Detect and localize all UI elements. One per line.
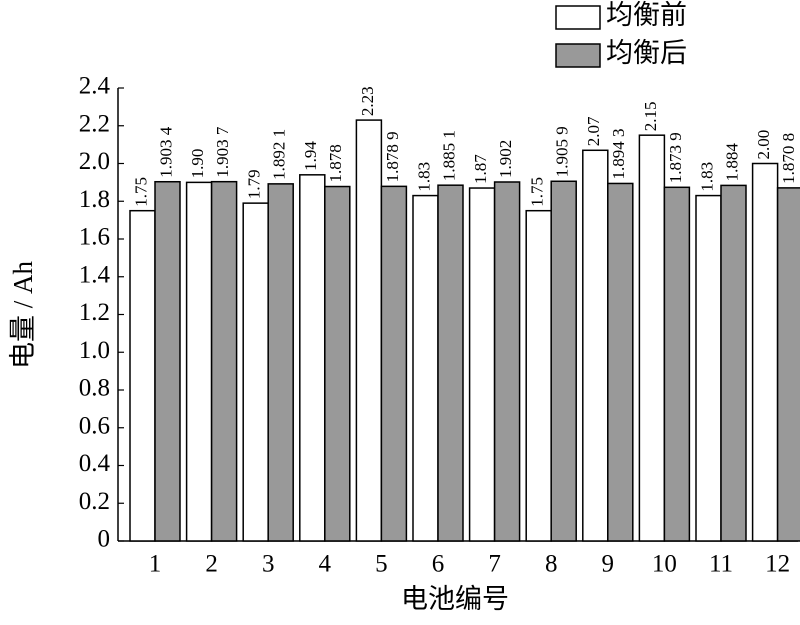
legend-label: 均衡后 — [606, 38, 687, 68]
x-tick-label: 8 — [545, 551, 558, 578]
bar — [638, 134, 666, 542]
x-tick-label: 11 — [709, 551, 733, 578]
bar — [582, 149, 609, 542]
value-label: 1.83 — [414, 162, 433, 192]
value-label: 1.94 — [301, 141, 320, 171]
y-tick-label: 2.0 — [79, 148, 110, 175]
bar — [607, 182, 634, 542]
y-tick-label: 0.8 — [79, 375, 110, 402]
bar — [299, 174, 326, 542]
value-label: 1.873 9 — [666, 132, 685, 183]
bar — [380, 185, 408, 542]
bar — [324, 185, 351, 542]
x-tick-label: 2 — [205, 551, 218, 578]
value-label: 2.07 — [584, 116, 603, 146]
bar — [437, 184, 464, 542]
value-label: 1.884 — [722, 143, 741, 182]
y-tick-label: 0.2 — [79, 488, 110, 515]
y-tick-label: 1.0 — [79, 337, 110, 364]
bar — [550, 180, 577, 542]
y-axis-title: 电量 / Ah — [8, 261, 38, 369]
bar — [776, 187, 800, 542]
value-label: 1.894 3 — [609, 128, 628, 179]
x-tick-label: 6 — [432, 551, 445, 578]
value-label: 1.75 — [131, 177, 150, 207]
value-label: 1.903 4 — [156, 126, 175, 178]
x-tick-label: 10 — [652, 551, 677, 578]
x-tick-label: 1 — [149, 551, 162, 578]
legend-label: 均衡前 — [606, 0, 687, 30]
bar — [412, 194, 439, 542]
x-tick-label: 5 — [375, 551, 388, 578]
y-tick-label: 1.2 — [79, 299, 110, 326]
y-tick-label: 2.2 — [79, 110, 110, 137]
y-tick-label: 1.8 — [79, 186, 110, 213]
value-label: 1.878 — [326, 144, 345, 182]
value-label: 2.15 — [641, 101, 660, 131]
bar — [468, 187, 496, 542]
bar — [154, 180, 181, 542]
y-tick-label: 0.4 — [79, 450, 111, 477]
legend-swatch — [555, 5, 601, 30]
bar — [695, 194, 722, 542]
bar — [720, 184, 747, 542]
value-label: 1.905 9 — [553, 126, 572, 177]
y-tick-label: 0 — [98, 526, 111, 553]
legend-swatch — [555, 43, 601, 68]
y-tick-label: 1.6 — [79, 224, 110, 251]
value-label: 1.83 — [697, 162, 716, 192]
x-tick-label: 9 — [602, 551, 615, 578]
x-tick-label: 4 — [319, 551, 332, 578]
y-tick-label: 2.4 — [79, 73, 111, 100]
bar — [210, 180, 238, 542]
bar — [525, 209, 552, 542]
x-tick-label: 3 — [262, 551, 275, 578]
y-tick-label: 1.4 — [79, 261, 111, 288]
value-label: 2.00 — [754, 130, 773, 160]
value-label: 1.79 — [245, 169, 264, 199]
bar — [242, 202, 269, 542]
value-label: 2.23 — [358, 86, 377, 116]
bar — [663, 186, 691, 542]
value-label: 1.902 — [496, 140, 515, 178]
value-label: 1.885 1 — [439, 130, 458, 181]
bar — [355, 119, 383, 542]
x-tick-label: 12 — [765, 551, 790, 578]
y-tick-label: 0.6 — [79, 412, 110, 439]
value-label: 1.870 8 — [779, 133, 798, 184]
bar — [129, 209, 156, 542]
bar — [493, 181, 521, 542]
x-axis-title: 电池编号 — [401, 584, 509, 614]
bar — [751, 162, 779, 542]
value-label: 1.75 — [528, 177, 547, 207]
value-label: 1.892 1 — [270, 129, 289, 180]
value-label: 1.903 7 — [213, 126, 232, 178]
value-label: 1.878 9 — [383, 131, 402, 182]
bar — [267, 183, 294, 542]
bar — [185, 181, 213, 542]
x-tick-label: 7 — [488, 551, 501, 578]
value-label: 1.87 — [471, 154, 490, 184]
value-label: 1.90 — [188, 149, 207, 179]
